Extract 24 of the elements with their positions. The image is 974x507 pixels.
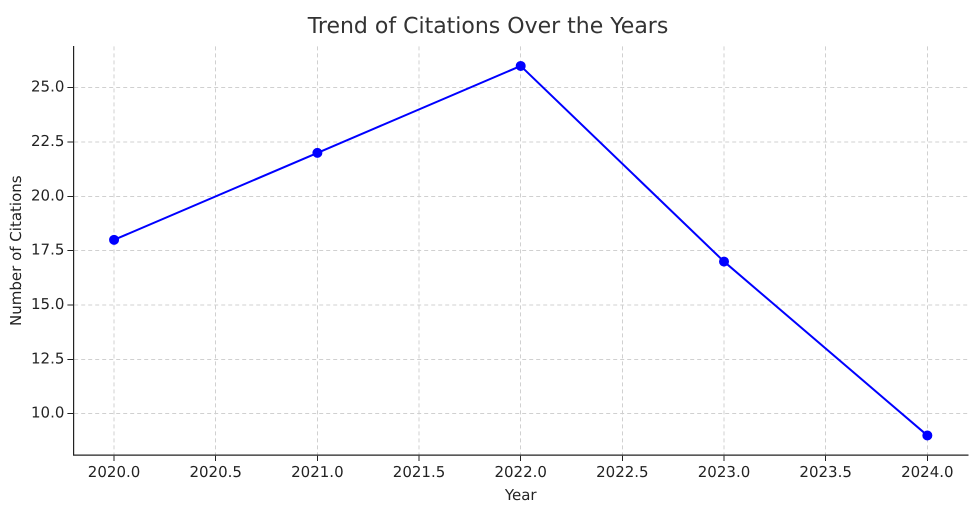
- x-tick-label: 2022.5: [596, 462, 649, 481]
- x-tick-label: 2023.5: [799, 462, 852, 481]
- y-tick-label: 10.0: [30, 404, 64, 422]
- x-tick-label: 2020.5: [189, 462, 242, 481]
- y-tick-label: 20.0: [30, 186, 64, 204]
- x-tick-label: 2023.0: [698, 462, 750, 481]
- x-tick-label: 2021.0: [291, 462, 344, 481]
- point: [109, 234, 120, 245]
- point: [312, 148, 322, 158]
- x-tick-label: 2022.0: [494, 462, 547, 481]
- point: [719, 256, 730, 267]
- x-tick-label: 2024.0: [901, 462, 954, 481]
- x-axis-title: Year: [504, 486, 538, 504]
- x-tick-label: 2020.0: [88, 462, 140, 481]
- y-tick-label: 15.0: [30, 294, 64, 313]
- y-tick-label: 25.0: [30, 78, 64, 96]
- chart-title: Trend of Citations Over the Years: [306, 14, 668, 39]
- y-tick-label: 17.5: [30, 240, 64, 259]
- point: [516, 60, 526, 71]
- y-tick-label: 12.5: [30, 349, 64, 368]
- y-axis-title: Number of Citations: [6, 175, 25, 326]
- point: [922, 430, 932, 440]
- x-tick-label: 2021.5: [392, 462, 446, 481]
- y-tick-label: 22.5: [30, 132, 64, 150]
